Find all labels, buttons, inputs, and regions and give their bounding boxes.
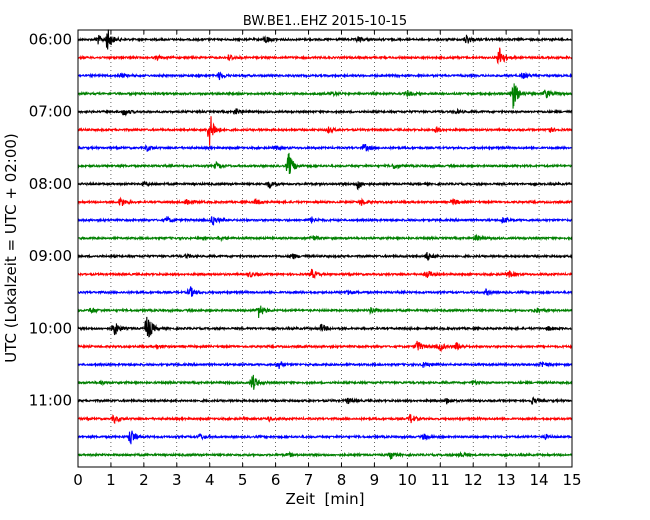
grid-lines [110,30,540,467]
x-tick-label: 10 [398,471,417,489]
y-axis-label: UTC (Lokalzeit = UTC + 02:00) [2,133,20,363]
x-tick-label: 11 [431,471,450,489]
trace-0745 [77,152,573,174]
trace-0815 [77,196,573,207]
trace-0900 [77,252,573,262]
x-tick-label: 8 [337,471,347,489]
y-tick-label: 08:00 [29,175,72,193]
x-tick-label: 4 [205,471,215,489]
plot-frame [77,29,573,468]
x-tick-label: 7 [304,471,314,489]
trace-1130 [77,430,573,445]
trace-0915 [77,268,573,280]
trace-0630 [77,71,573,81]
trace-0845 [77,233,573,243]
y-axis: 06:00 07:00 08:00 09:00 10:00 11:00 [29,31,82,410]
x-tick-label: 3 [172,471,182,489]
x-tick-label: 9 [370,471,380,489]
y-tick-label: 10:00 [29,319,72,337]
x-tick-label: 15 [562,471,581,489]
x-tick-label: 6 [271,471,281,489]
chart-title: BW.BE1..EHZ 2015-10-15 [243,14,407,29]
x-tick-label: 0 [73,471,83,489]
x-tick-label: 14 [530,471,549,489]
y-tick-label: 07:00 [29,103,72,121]
trace-1115 [77,413,573,425]
trace-0715 [77,116,573,146]
x-tick-label: 5 [238,471,248,489]
trace-0645 [77,83,573,109]
x-tick-label: 12 [464,471,483,489]
trace-1045 [77,374,573,390]
trace-1015 [77,340,573,353]
trace-0800 [77,180,573,191]
trace-0615 [77,47,573,65]
trace-0730 [77,143,573,153]
trace-0700 [77,107,573,117]
x-tick-label: 13 [497,471,516,489]
trace-0945 [77,305,573,318]
trace-0600 [77,29,573,50]
x-tick-label: 1 [106,471,116,489]
y-tick-label: 11:00 [29,392,72,410]
trace-0830 [77,215,573,226]
x-tick-label: 2 [139,471,149,489]
trace-1145 [77,450,573,461]
trace-1100 [77,396,573,405]
trace-group [77,29,573,461]
x-axis-label: Zeit [min] [285,490,364,508]
trace-1000 [77,316,573,338]
y-tick-label: 09:00 [29,247,72,265]
trace-1030 [77,360,573,369]
x-axis: 0 1 2 3 4 5 6 7 8 9 10 11 12 13 14 15 [73,30,582,489]
y-tick-label: 06:00 [29,31,72,49]
trace-0930 [77,286,573,297]
